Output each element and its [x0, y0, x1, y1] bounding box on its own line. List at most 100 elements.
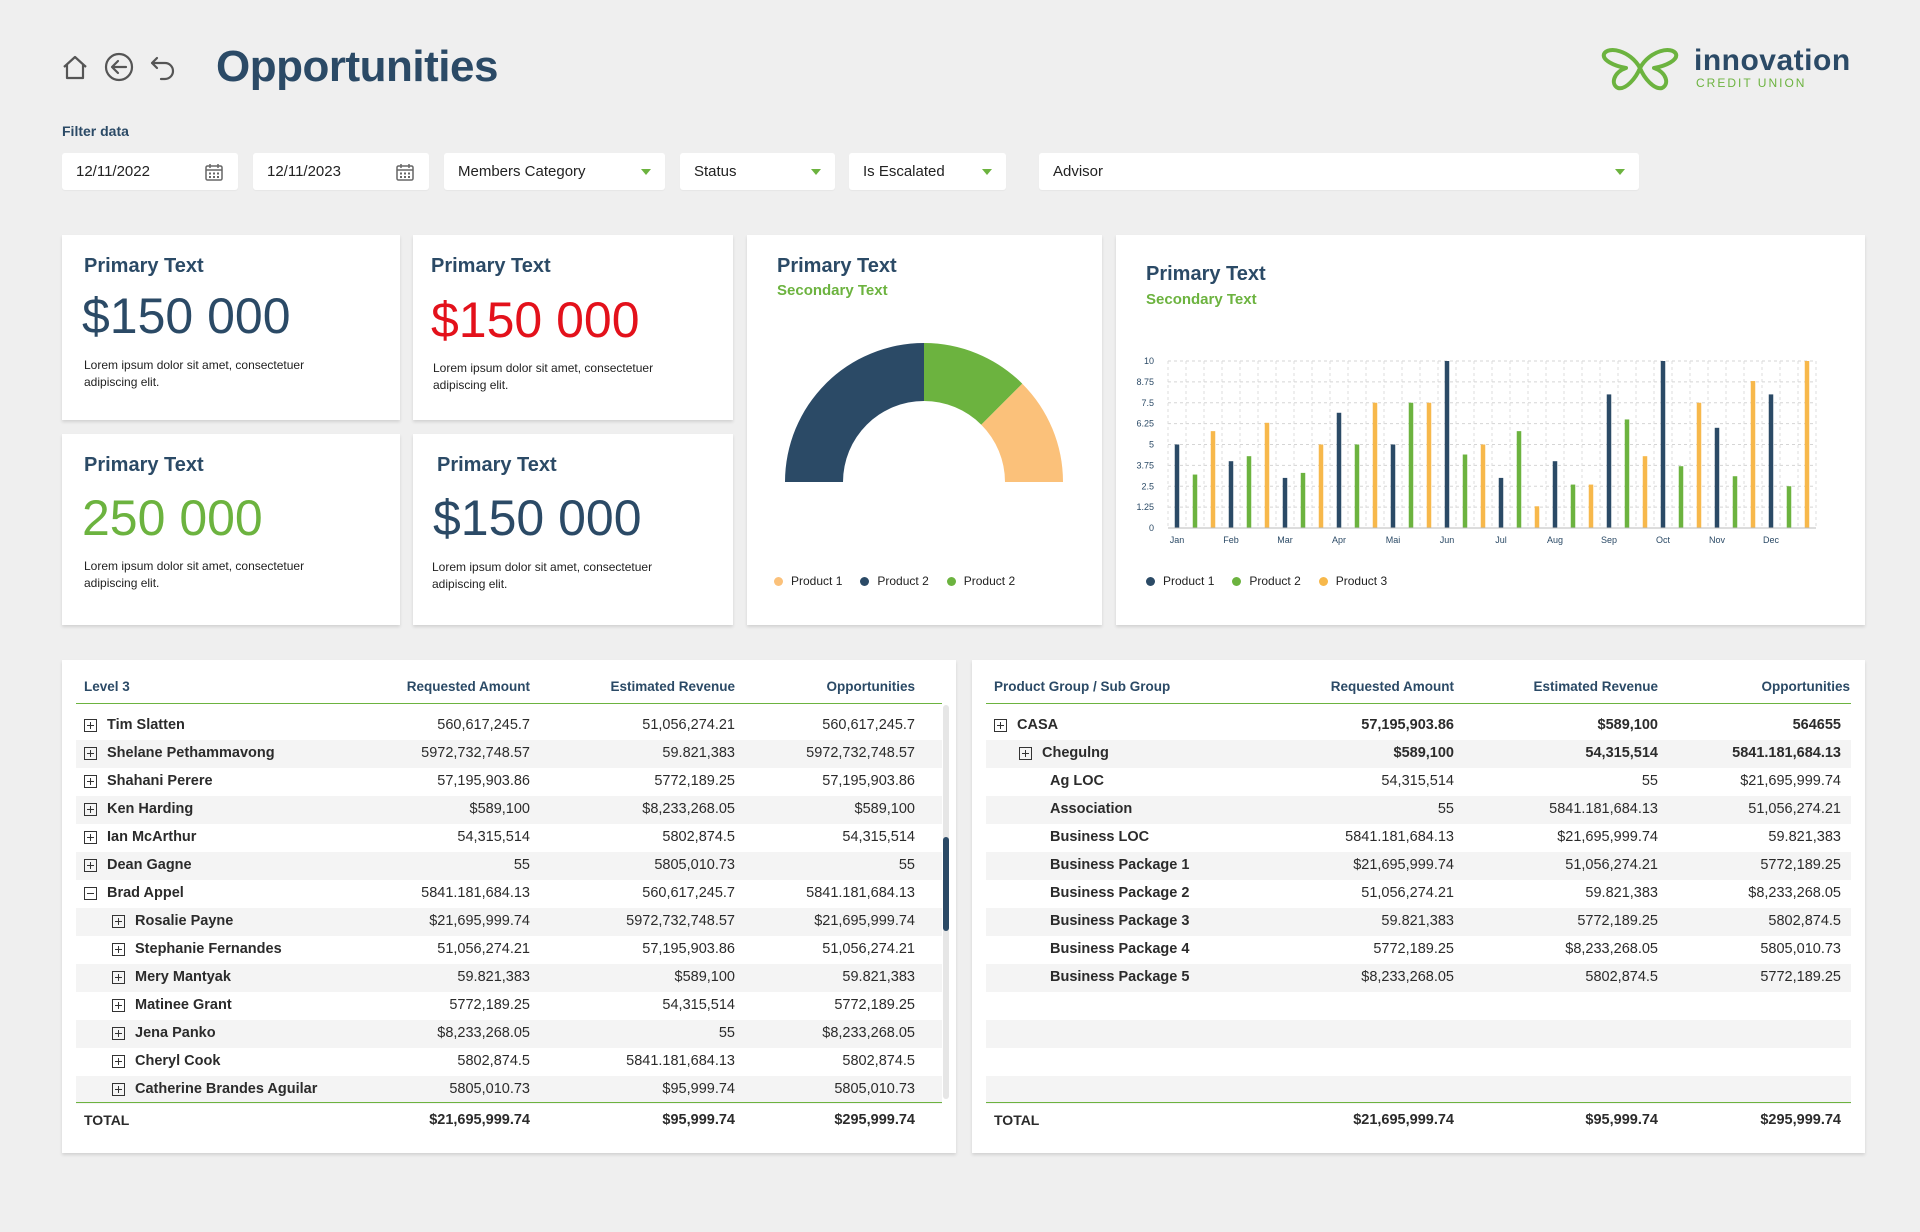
expand-icon[interactable]	[112, 914, 125, 928]
bar[interactable]	[1732, 476, 1738, 528]
table-row[interactable]: Catherine Brandes Aguilar 5805,010.73 $95,…	[76, 1076, 942, 1104]
column-header[interactable]: Estimated Revenue	[1533, 679, 1658, 694]
table-row[interactable]: Business Package 3 59.821,383 5772,189.25 5…	[986, 908, 1851, 936]
expand-icon[interactable]	[84, 774, 97, 788]
scrollbar-thumb[interactable]	[943, 837, 949, 931]
table-row[interactable]: Ken Harding $589,100 $8,233,268.05 $589,100	[76, 796, 942, 824]
bar[interactable]	[1480, 444, 1486, 529]
home-icon[interactable]	[58, 50, 92, 84]
table-row[interactable]: Brad Appel 5841.181,684.13 560,617,245.7 58…	[76, 880, 942, 908]
bar[interactable]	[1624, 419, 1630, 528]
bar[interactable]	[1768, 394, 1774, 528]
bar[interactable]	[1570, 484, 1576, 528]
bar[interactable]	[1372, 402, 1378, 528]
bar[interactable]	[1246, 456, 1252, 528]
expand-icon[interactable]	[112, 942, 125, 956]
status-select[interactable]: Status	[680, 153, 835, 190]
column-header[interactable]: Requested Amount	[1330, 679, 1454, 694]
table-row[interactable]: Stephanie Fernandes 51,056,274.21 57,195,9…	[76, 936, 942, 964]
bar[interactable]	[1516, 431, 1522, 528]
bar[interactable]	[1318, 444, 1324, 529]
expand-icon[interactable]	[112, 1054, 125, 1068]
bar[interactable]	[1696, 402, 1702, 528]
bar[interactable]	[1462, 454, 1468, 528]
table-row[interactable]: Jena Panko $8,233,268.05 55 $8,233,268.05	[76, 1020, 942, 1048]
column-header[interactable]: Opportunities	[1761, 679, 1851, 694]
bar[interactable]	[1660, 361, 1666, 528]
bar[interactable]	[1786, 486, 1792, 528]
bar[interactable]	[1498, 477, 1504, 528]
expand-icon[interactable]	[84, 802, 97, 816]
bar[interactable]	[1588, 484, 1594, 528]
bar[interactable]	[1210, 431, 1216, 528]
expand-icon[interactable]	[112, 1082, 125, 1096]
column-header[interactable]: Requested Amount	[406, 679, 530, 694]
expand-icon[interactable]	[84, 746, 97, 760]
bar[interactable]	[1336, 412, 1342, 528]
bar[interactable]	[1534, 506, 1540, 528]
expand-icon[interactable]	[994, 718, 1007, 732]
table-row[interactable]: Business LOC 5841.181,684.13 $21,695,999.7…	[986, 824, 1851, 852]
date-to-field[interactable]: 12/11/2023	[253, 153, 429, 190]
expand-icon[interactable]	[84, 830, 97, 844]
bar[interactable]	[1804, 361, 1810, 528]
bar[interactable]	[1426, 402, 1432, 528]
bar[interactable]	[1714, 427, 1720, 528]
bar[interactable]	[1228, 461, 1234, 528]
calendar-icon[interactable]	[395, 162, 415, 182]
bar[interactable]	[1174, 444, 1180, 529]
table-row[interactable]: Shahani Perere 57,195,903.86 5772,189.25 57…	[76, 768, 942, 796]
table-row[interactable]: Chegulng $589,100 54,315,514 5841.181,684.1…	[986, 740, 1851, 768]
bar[interactable]	[1750, 381, 1756, 528]
bar[interactable]	[1642, 456, 1648, 528]
table-row[interactable]: Cheryl Cook 5802,874.5 5841.181,684.13 5802…	[76, 1048, 942, 1076]
table-row[interactable]: Matinee Grant 5772,189.25 54,315,514 5772,1…	[76, 992, 942, 1020]
bar[interactable]	[1552, 461, 1558, 528]
table-row[interactable]: Business Package 2 51,056,274.21 59.821,38…	[986, 880, 1851, 908]
expand-icon[interactable]	[84, 718, 97, 732]
column-header[interactable]: Opportunities	[826, 679, 916, 694]
bar[interactable]	[1354, 444, 1360, 529]
advisor-select[interactable]: Advisor	[1039, 153, 1639, 190]
bar[interactable]	[1264, 422, 1270, 528]
is-escalated-select[interactable]: Is Escalated	[849, 153, 1006, 190]
donut-slice[interactable]	[785, 343, 924, 482]
bar[interactable]	[1678, 466, 1684, 528]
table-row[interactable]: Mery Mantyak 59.821,383 $589,100 59.821,383	[76, 964, 942, 992]
column-header[interactable]: Level 3	[84, 679, 130, 694]
table-row[interactable]: Business Package 4 5772,189.25 $8,233,268.…	[986, 936, 1851, 964]
column-header[interactable]: Estimated Revenue	[610, 679, 735, 694]
expand-icon[interactable]	[1019, 746, 1032, 760]
bar[interactable]	[1390, 444, 1396, 529]
table-row[interactable]: Business Package 1 $21,695,999.74 51,056,2…	[986, 852, 1851, 880]
donut-slice[interactable]	[981, 383, 1063, 482]
expand-icon[interactable]	[84, 858, 97, 872]
collapse-icon[interactable]	[84, 886, 97, 900]
calendar-icon[interactable]	[204, 162, 224, 182]
table-row[interactable]: Shelane Pethammavong 5972,732,748.57 59.82…	[76, 740, 942, 768]
table-row[interactable]: Dean Gagne 55 5805,010.73 55	[76, 852, 942, 880]
table-row[interactable]: Business Package 5 $8,233,268.05 5802,874.…	[986, 964, 1851, 992]
undo-icon[interactable]	[146, 50, 180, 84]
table-row[interactable]: Ian McArthur 54,315,514 5802,874.5 54,315,5…	[76, 824, 942, 852]
bar[interactable]	[1300, 472, 1306, 528]
table-row[interactable]: Ag LOC 54,315,514 55 $21,695,999.74	[986, 768, 1851, 796]
table-row[interactable]: Rosalie Payne $21,695,999.74 5972,732,748.…	[76, 908, 942, 936]
table-row[interactable]: CASA 57,195,903.86 $589,100 564655	[986, 712, 1851, 740]
bar[interactable]	[1606, 394, 1612, 528]
donut-slice[interactable]	[924, 343, 1023, 425]
scrollbar[interactable]	[943, 705, 949, 1099]
expand-icon[interactable]	[112, 998, 125, 1012]
bar[interactable]	[1408, 402, 1414, 528]
expand-icon[interactable]	[112, 970, 125, 984]
date-from-field[interactable]: 12/11/2022	[62, 153, 238, 190]
bar[interactable]	[1282, 477, 1288, 528]
column-header[interactable]: Product Group / Sub Group	[994, 679, 1171, 694]
expand-icon[interactable]	[112, 1026, 125, 1040]
table-row[interactable]: Tim Slatten 560,617,245.7 51,056,274.21 560…	[76, 712, 942, 740]
table-row[interactable]: Association 55 5841.181,684.13 51,056,274.2…	[986, 796, 1851, 824]
bar[interactable]	[1192, 474, 1198, 528]
members-category-select[interactable]: Members Category	[444, 153, 665, 190]
back-icon[interactable]	[102, 50, 136, 84]
bar[interactable]	[1444, 361, 1450, 528]
